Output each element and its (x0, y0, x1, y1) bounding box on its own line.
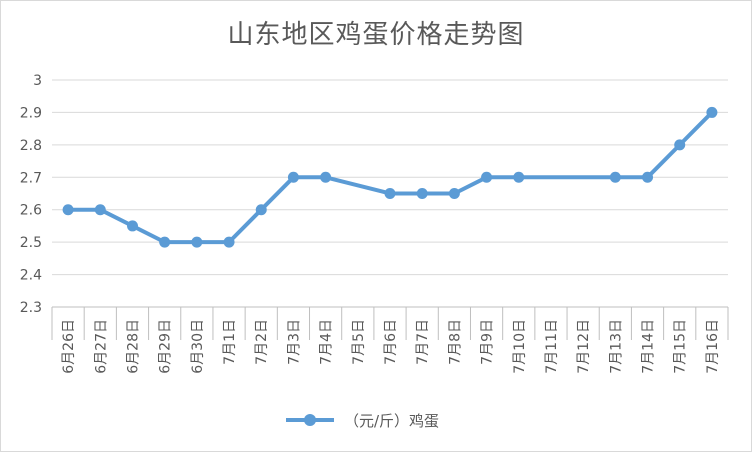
data-point (223, 236, 235, 248)
y-tick-label: 2.4 (20, 268, 42, 284)
series-points (62, 106, 718, 248)
x-tick-label: 7月2日 (254, 319, 270, 365)
data-point (191, 236, 203, 248)
x-tick-label: 7月8日 (447, 319, 463, 365)
x-tick-label: 7月4日 (319, 319, 335, 365)
y-tick-label: 2.6 (20, 203, 42, 219)
x-tick-label: 6月28日 (125, 319, 141, 374)
x-tick-label: 7月13日 (608, 319, 624, 374)
x-tick-label: 7月7日 (415, 319, 431, 365)
data-point (159, 236, 171, 248)
legend-label: （元/斤）鸡蛋 (344, 411, 440, 430)
data-point (94, 204, 106, 216)
x-tick-label: 6月26日 (61, 319, 77, 374)
x-tick-label: 7月5日 (351, 319, 367, 365)
data-point (384, 188, 396, 199)
x-tick-label: 7月12日 (576, 319, 592, 374)
y-tick-label: 2.5 (20, 235, 42, 251)
x-tick-label: 6月27日 (93, 319, 109, 374)
data-point (320, 171, 332, 183)
data-point (416, 188, 428, 199)
legend: （元/斤）鸡蛋 (286, 408, 439, 432)
x-tick-label: 7月1日 (222, 319, 238, 365)
x-tick-label: 7月10日 (512, 319, 528, 374)
x-axis: 6月26日 6月27日 6月28日 6月29日 6月30日 7月1日 7月2日 7月3日 7月4… (51, 307, 729, 374)
x-tick-label: 7月3日 (286, 319, 302, 365)
y-tick-label: 2.9 (20, 105, 42, 121)
data-point (513, 171, 525, 183)
chart-title: 山东地区鸡蛋价格走势图 (227, 20, 525, 50)
data-point (609, 171, 621, 183)
data-point (642, 171, 654, 183)
x-tick-label: 7月11日 (544, 319, 560, 374)
data-point (674, 139, 686, 151)
x-tick-label: 7月6日 (383, 319, 399, 365)
x-tick-label: 6月30日 (190, 319, 206, 374)
x-tick-label: 7月16日 (705, 319, 721, 374)
x-tick-label: 7月9日 (480, 319, 496, 365)
data-point (448, 188, 460, 199)
x-tick-label: 6月29日 (158, 319, 174, 374)
data-point (287, 171, 299, 183)
data-point (126, 220, 138, 232)
y-tick-label: 2.7 (20, 170, 42, 186)
y-tick-label: 2.8 (20, 138, 42, 154)
x-tick-label: 7月15日 (673, 319, 689, 374)
y-tick-label: 2.3 (20, 300, 42, 316)
data-point (481, 171, 493, 183)
y-tick-label: 3 (33, 73, 42, 89)
y-axis-ticks: 2.3 2.4 2.5 2.6 2.7 2.8 2.9 3 (20, 73, 42, 316)
data-point (255, 204, 267, 216)
legend-marker-icon (286, 414, 334, 426)
x-tick-label: 7月14日 (641, 319, 657, 374)
data-point (706, 106, 718, 118)
gridlines (52, 79, 728, 308)
data-point (62, 204, 74, 216)
